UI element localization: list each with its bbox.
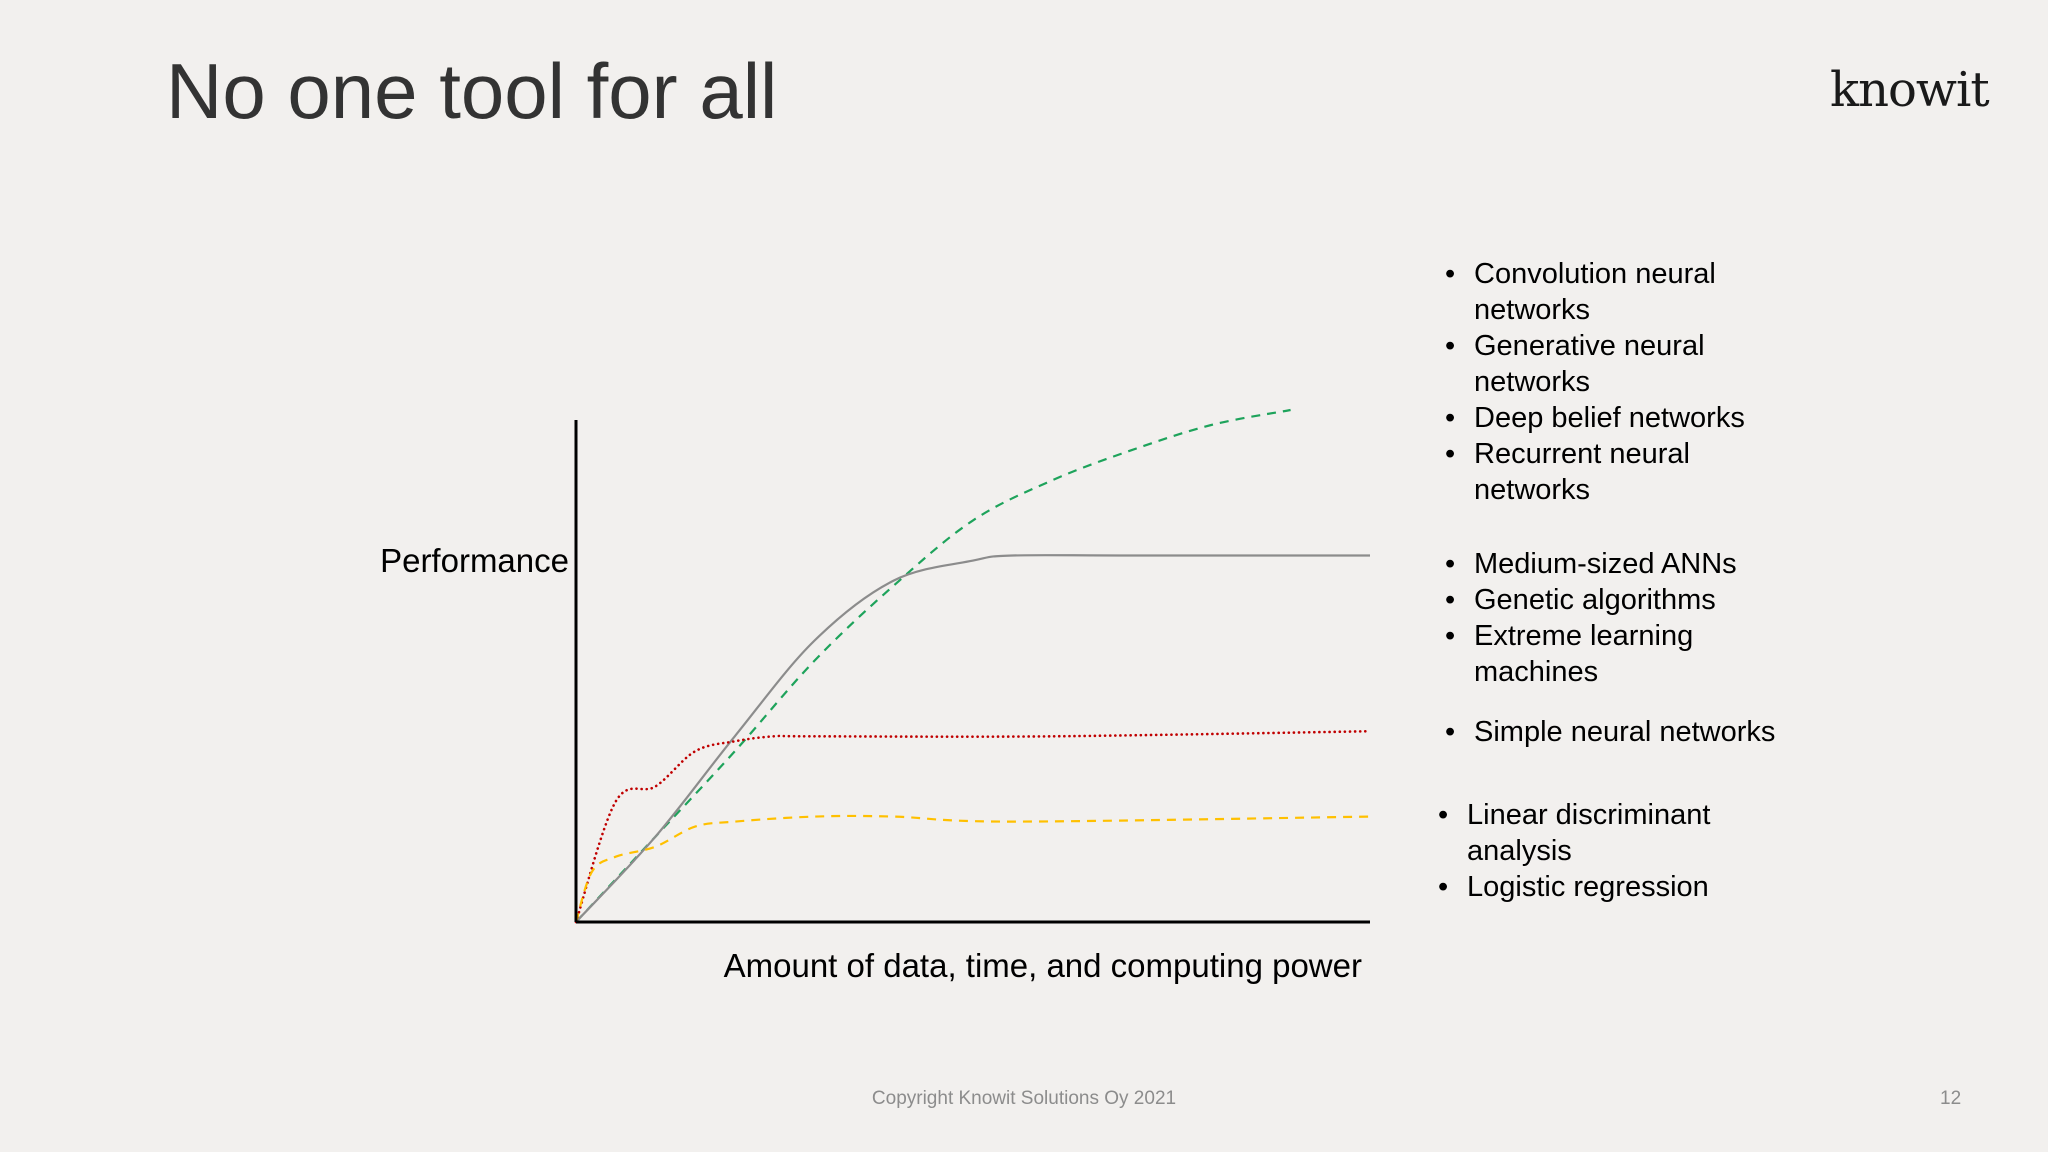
legend-item: Linear discriminant analysis	[1433, 797, 1773, 869]
legend-item: Extreme learning machines	[1440, 618, 1780, 690]
series-layer	[574, 408, 1372, 924]
legend-group-linear-models: Linear discriminant analysis Logistic re…	[1433, 797, 1773, 905]
page-number: 12	[1940, 1088, 1962, 1109]
legend-item: Medium-sized ANNs	[1440, 546, 1780, 582]
legend-item: Convolution neural networks	[1440, 256, 1780, 328]
legend-group-medium-anns: Medium-sized ANNs Genetic algorithms Ext…	[1440, 546, 1780, 690]
legend-group-simple-nn: Simple neural networks	[1440, 714, 1840, 750]
series-line-1	[575, 554, 1370, 923]
x-axis-label: Amount of data, time, and computing powe…	[724, 947, 1362, 984]
legend-item: Generative neural networks	[1440, 328, 1780, 400]
slide-title: No one tool for all	[166, 47, 778, 135]
copyright-footer: Copyright Knowit Solutions Oy 2021	[871, 1088, 1177, 1109]
legend-item: Deep belief networks	[1440, 400, 1780, 436]
legend-item: Recurrent neural networks	[1440, 436, 1780, 508]
legend-item: Genetic algorithms	[1440, 582, 1780, 618]
legend-group-deep-learning: Convolution neural networks Generative n…	[1440, 256, 1780, 508]
series-line-0	[575, 408, 1291, 923]
y-axis-label: Performance	[380, 542, 569, 579]
knowit-logo: knowit	[1830, 62, 1990, 118]
series-line-2	[574, 729, 1372, 924]
series-line-3	[574, 814, 1371, 923]
legend-item: Logistic regression	[1433, 869, 1773, 905]
legend-item: Simple neural networks	[1440, 714, 1840, 750]
